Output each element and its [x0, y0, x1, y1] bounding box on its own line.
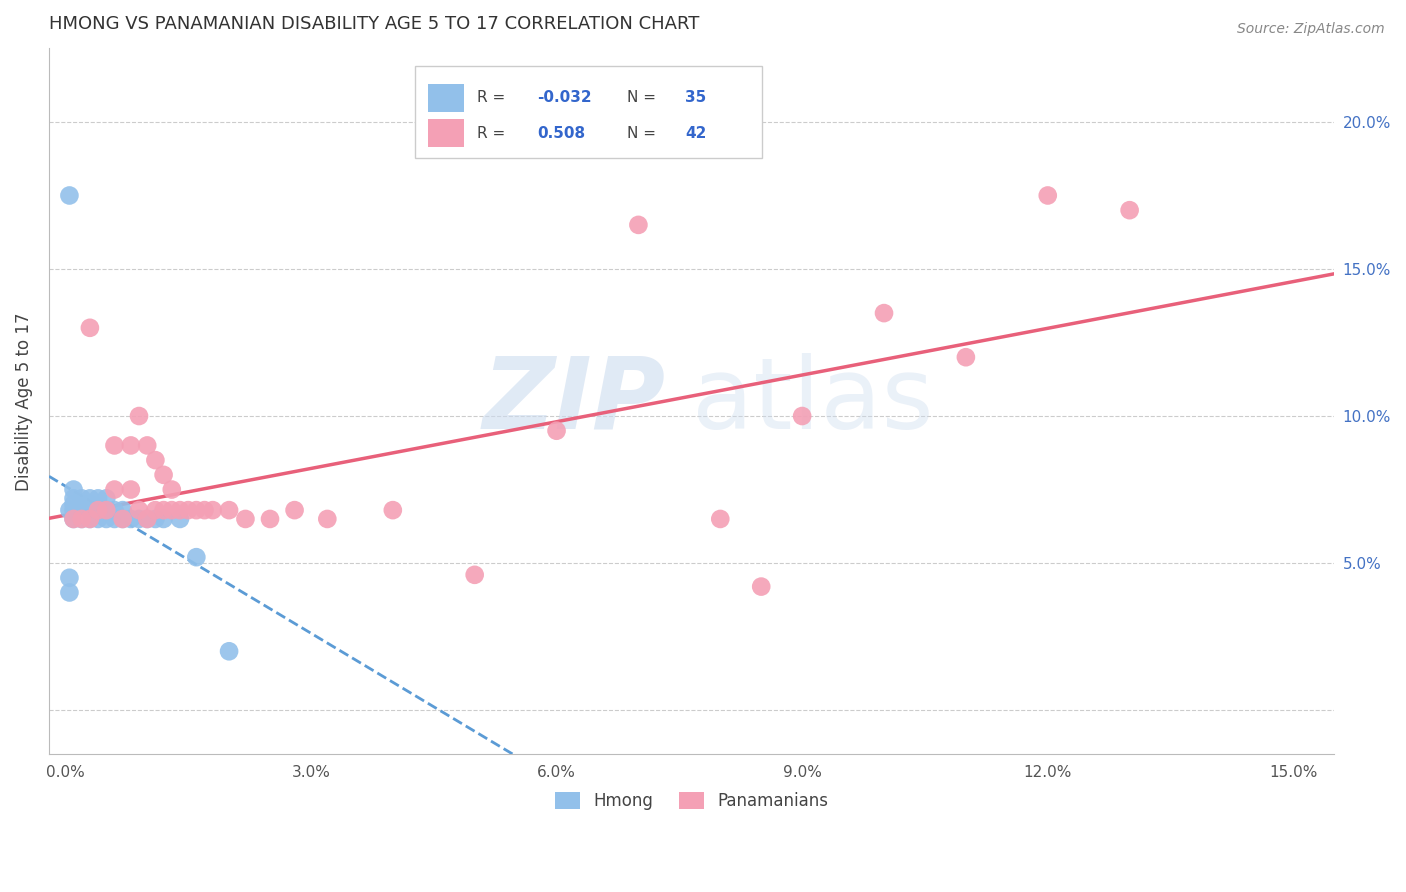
- Point: [79, 320, 101, 334]
- Point: [120, 438, 142, 452]
- Point: [79, 512, 101, 526]
- FancyBboxPatch shape: [429, 84, 464, 112]
- Point: [62, 503, 84, 517]
- Point: [177, 503, 200, 517]
- Point: [873, 306, 896, 320]
- Point: [145, 453, 167, 467]
- Point: [136, 512, 159, 526]
- Point: [145, 503, 167, 517]
- Point: [160, 503, 183, 517]
- Point: [111, 512, 134, 526]
- Point: [186, 503, 208, 517]
- Point: [96, 503, 118, 517]
- Point: [58, 571, 80, 585]
- Point: [218, 644, 240, 658]
- Point: [103, 503, 125, 517]
- Point: [79, 512, 101, 526]
- Point: [136, 438, 159, 452]
- Point: [62, 491, 84, 506]
- Point: [955, 350, 977, 364]
- Text: -0.032: -0.032: [537, 90, 592, 105]
- Point: [58, 585, 80, 599]
- FancyBboxPatch shape: [429, 119, 464, 147]
- Text: HMONG VS PANAMANIAN DISABILITY AGE 5 TO 17 CORRELATION CHART: HMONG VS PANAMANIAN DISABILITY AGE 5 TO …: [49, 15, 699, 33]
- Point: [201, 503, 224, 517]
- Point: [128, 512, 150, 526]
- Point: [169, 503, 191, 517]
- Point: [96, 512, 118, 526]
- Point: [546, 424, 568, 438]
- Point: [169, 512, 191, 526]
- Point: [218, 503, 240, 517]
- Point: [87, 503, 110, 517]
- Point: [152, 467, 174, 482]
- Point: [186, 550, 208, 565]
- Point: [103, 512, 125, 526]
- Point: [62, 497, 84, 511]
- Text: N =: N =: [627, 90, 657, 105]
- Point: [381, 503, 404, 517]
- Point: [79, 503, 101, 517]
- Point: [70, 491, 93, 506]
- Point: [1036, 188, 1059, 202]
- Point: [152, 503, 174, 517]
- Point: [70, 497, 93, 511]
- Point: [193, 503, 215, 517]
- Point: [87, 503, 110, 517]
- Point: [111, 512, 134, 526]
- Point: [316, 512, 339, 526]
- Text: ZIP: ZIP: [482, 353, 666, 450]
- FancyBboxPatch shape: [415, 66, 762, 158]
- Text: R =: R =: [477, 90, 505, 105]
- Text: R =: R =: [477, 126, 505, 141]
- Point: [259, 512, 281, 526]
- Point: [120, 483, 142, 497]
- Point: [128, 503, 150, 517]
- Point: [160, 483, 183, 497]
- Point: [70, 512, 93, 526]
- Point: [70, 503, 93, 517]
- Y-axis label: Disability Age 5 to 17: Disability Age 5 to 17: [15, 312, 32, 491]
- Point: [111, 503, 134, 517]
- Point: [284, 503, 307, 517]
- Point: [103, 483, 125, 497]
- Point: [152, 512, 174, 526]
- Point: [79, 491, 101, 506]
- Point: [96, 491, 118, 506]
- Point: [70, 512, 93, 526]
- Point: [62, 483, 84, 497]
- Text: Source: ZipAtlas.com: Source: ZipAtlas.com: [1237, 22, 1385, 37]
- Point: [235, 512, 257, 526]
- Text: 42: 42: [685, 126, 707, 141]
- Point: [62, 512, 84, 526]
- Text: atlas: atlas: [692, 353, 934, 450]
- Legend: Hmong, Panamanians: Hmong, Panamanians: [548, 785, 835, 816]
- Point: [128, 409, 150, 423]
- Point: [62, 512, 84, 526]
- Point: [792, 409, 814, 423]
- Point: [145, 512, 167, 526]
- Point: [709, 512, 731, 526]
- Point: [1118, 203, 1140, 218]
- Point: [464, 567, 486, 582]
- Point: [79, 497, 101, 511]
- Point: [96, 503, 118, 517]
- Point: [749, 580, 772, 594]
- Point: [58, 503, 80, 517]
- Point: [136, 512, 159, 526]
- Point: [58, 188, 80, 202]
- Text: 35: 35: [685, 90, 706, 105]
- Point: [87, 491, 110, 506]
- Text: 0.508: 0.508: [537, 126, 585, 141]
- Point: [120, 512, 142, 526]
- Point: [103, 438, 125, 452]
- Point: [627, 218, 650, 232]
- Point: [87, 512, 110, 526]
- Text: N =: N =: [627, 126, 657, 141]
